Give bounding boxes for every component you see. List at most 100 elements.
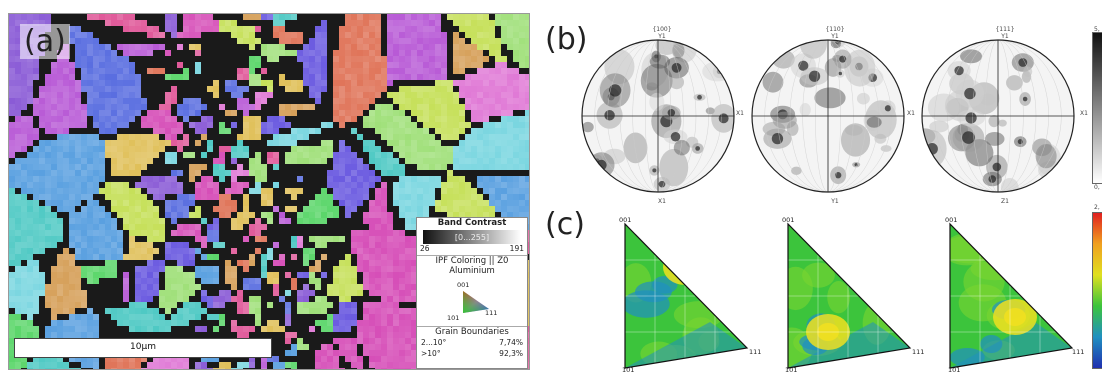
- grain-pixel: [291, 212, 297, 218]
- grain-pixel: [57, 320, 63, 326]
- grain-pixel: [501, 122, 507, 128]
- grain-pixel: [81, 326, 87, 332]
- grain-pixel: [57, 332, 63, 338]
- grain-pixel: [375, 182, 381, 188]
- grain-pixel: [471, 134, 477, 140]
- grain-pixel: [27, 308, 33, 314]
- grain-pixel: [195, 86, 201, 92]
- grain-pixel: [339, 146, 345, 152]
- grain-pixel: [357, 122, 363, 128]
- grain-pixel: [51, 104, 57, 110]
- grain-pixel: [303, 68, 309, 74]
- grain-pixel: [147, 326, 153, 332]
- grain-pixel: [459, 170, 465, 176]
- grain-pixel: [333, 278, 339, 284]
- grain-pixel: [111, 14, 117, 20]
- grain-pixel: [351, 350, 357, 356]
- grain-pixel: [387, 308, 393, 314]
- grain-pixel: [459, 212, 465, 218]
- grain-pixel: [231, 140, 237, 146]
- grain-pixel: [195, 284, 201, 290]
- grain-pixel: [399, 32, 405, 38]
- grain-pixel: [159, 260, 165, 266]
- grain-pixel: [195, 308, 201, 314]
- grain-pixel: [495, 74, 501, 80]
- grain-pixel: [27, 56, 33, 62]
- grain-pixel: [171, 212, 177, 218]
- grain-pixel: [345, 182, 351, 188]
- grain-pixel: [129, 278, 135, 284]
- grain-pixel: [381, 314, 387, 320]
- grain-pixel: [369, 230, 375, 236]
- grain-pixel: [177, 188, 183, 194]
- grain-pixel: [309, 20, 315, 26]
- grain-pixel: [69, 320, 75, 326]
- grain-pixel: [441, 206, 447, 212]
- grain-pixel: [129, 110, 135, 116]
- grain-pixel: [273, 146, 279, 152]
- grain-pixel: [51, 98, 57, 104]
- grain-pixel: [489, 80, 495, 86]
- grain-pixel: [399, 158, 405, 164]
- grain-pixel: [141, 326, 147, 332]
- grain-pixel: [225, 182, 231, 188]
- grain-pixel: [363, 272, 369, 278]
- grain-pixel: [141, 320, 147, 326]
- grain-pixel: [27, 116, 33, 122]
- grain-pixel: [399, 284, 405, 290]
- grain-pixel: [363, 350, 369, 356]
- grain-pixel: [375, 146, 381, 152]
- grain-pixel: [369, 284, 375, 290]
- grain-pixel: [27, 122, 33, 128]
- grain-pixel: [183, 92, 189, 98]
- grain-pixel: [21, 302, 27, 308]
- grain-pixel: [255, 236, 261, 242]
- grain-pixel: [393, 176, 399, 182]
- grain-pixel: [129, 218, 135, 224]
- grain-pixel: [351, 104, 357, 110]
- grain-pixel: [303, 296, 309, 302]
- grain-pixel: [105, 140, 111, 146]
- grain-pixel: [357, 146, 363, 152]
- grain-pixel: [375, 92, 381, 98]
- grain-pixel: [123, 146, 129, 152]
- grain-pixel: [519, 56, 525, 62]
- grain-pixel: [63, 14, 69, 20]
- grain-pixel: [297, 26, 303, 32]
- grain-pixel: [243, 254, 249, 260]
- grain-pixel: [333, 74, 339, 80]
- grain-pixel: [399, 332, 405, 338]
- grain-pixel: [303, 86, 309, 92]
- grain-pixel: [435, 188, 441, 194]
- grain-pixel: [333, 194, 339, 200]
- grain-pixel: [51, 158, 57, 164]
- grain-pixel: [261, 242, 267, 248]
- grain-pixel: [213, 296, 219, 302]
- grain-pixel: [309, 350, 315, 356]
- grain-pixel: [237, 296, 243, 302]
- grain-pixel: [333, 200, 339, 206]
- grain-pixel: [231, 266, 237, 272]
- grain-pixel: [81, 98, 87, 104]
- grain-pixel: [33, 356, 39, 362]
- grain-pixel: [183, 104, 189, 110]
- grain-pixel: [489, 182, 495, 188]
- grain-pixel: [363, 38, 369, 44]
- grain-pixel: [105, 122, 111, 128]
- grain-pixel: [279, 200, 285, 206]
- grain-pixel: [303, 182, 309, 188]
- grain-pixel: [435, 56, 441, 62]
- grain-pixel: [381, 200, 387, 206]
- grain-pixel: [153, 152, 159, 158]
- grain-pixel: [195, 14, 201, 20]
- grain-pixel: [15, 26, 21, 32]
- grain-pixel: [33, 242, 39, 248]
- grain-pixel: [45, 302, 51, 308]
- grain-pixel: [315, 284, 321, 290]
- grain-pixel: [99, 302, 105, 308]
- grain-pixel: [159, 170, 165, 176]
- grain-pixel: [381, 74, 387, 80]
- grain-pixel: [261, 236, 267, 242]
- grain-pixel: [291, 206, 297, 212]
- grain-pixel: [399, 74, 405, 80]
